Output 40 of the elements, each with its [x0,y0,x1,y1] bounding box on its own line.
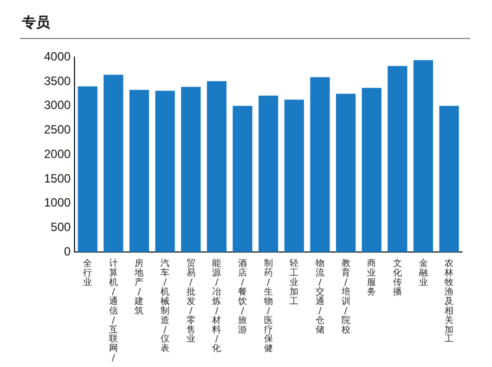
x-tick-label: 商业服务 [367,258,376,298]
bar [362,88,382,252]
bar [78,86,98,252]
x-tick-label: 全行业 [83,258,92,288]
bar [336,94,356,252]
x-tick-label: 酒店/餐饮/旅游 [237,258,248,336]
y-tick-label: 4000 [44,50,72,64]
category-label: 汽车/机械制造/仪表 [160,259,170,354]
bar [258,96,278,252]
y-tick-label: 3000 [44,98,72,112]
bar [104,74,124,252]
x-tick-label: 物流/交通/仓储 [315,258,324,336]
category-label: 贸易/批发/零售业 [186,259,196,345]
bar [232,106,252,252]
x-tick-label: 金融业 [418,258,428,288]
bar [310,77,330,252]
x-tick-label: 文化传播 [392,258,402,298]
category-label: 制药/生物/医疗保健 [264,259,273,354]
bar [388,66,408,252]
x-tick-label: 房地产/建筑 [134,258,144,316]
x-tick-label: 教育/培训/院校 [340,258,350,336]
y-tick-label: 1000 [44,196,72,210]
y-tick-label: 1500 [44,171,72,186]
y-tick-label: 3500 [44,74,72,88]
y-tick-label: 0 [64,244,72,258]
bar [413,60,434,252]
y-tick-label: 2500 [44,122,72,137]
y-tick-label: 500 [50,220,72,234]
x-tick-label: 轻工业加工 [290,258,299,307]
category-label: 计算机/通信/互联网/ [108,259,118,364]
bar [284,100,304,252]
chart-title: 专员 [22,14,50,32]
bar [129,90,150,252]
category-label: 能源/冶炼/材料/化 [212,259,222,354]
bar [439,106,459,252]
bar [206,81,227,252]
bar [181,86,201,252]
y-tick-label: 2000 [44,146,72,161]
category-label: 农林牧渔及相关加工 [444,259,454,345]
bar [155,90,175,252]
